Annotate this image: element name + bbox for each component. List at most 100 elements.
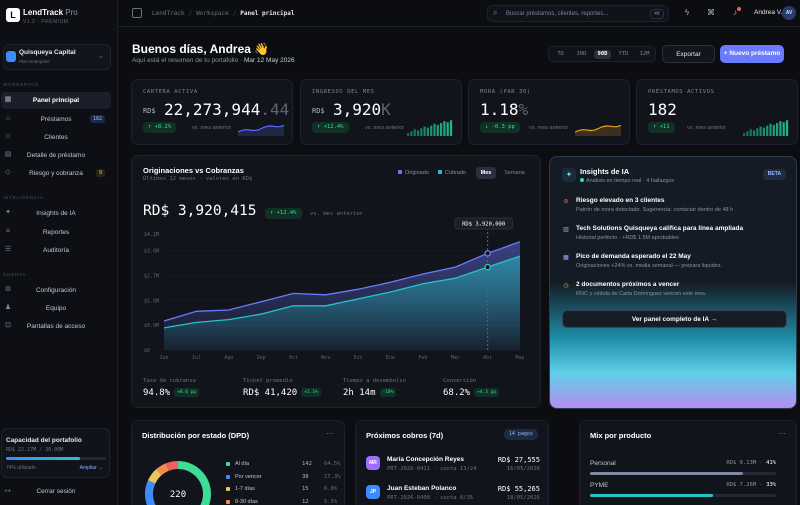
metric-delta: +4.3 pp bbox=[474, 388, 500, 397]
payment-row[interactable]: JP Juan Esteban Polanco PRT-2026-0408 · cu… bbox=[366, 482, 540, 505]
export-button[interactable]: Exportar bbox=[662, 45, 715, 63]
sidebar-item-clientes[interactable]: ☺ Clientes bbox=[1, 129, 111, 146]
insight-text: Historial perfecto · +RD$ 1.5M aprobable… bbox=[576, 235, 679, 241]
list-icon: ☰ bbox=[4, 246, 12, 253]
metric-delta: +0.6 pp bbox=[174, 388, 200, 397]
calendar-icon: ▦ bbox=[563, 255, 569, 261]
series-line-originado bbox=[163, 241, 521, 322]
sidebar-item-riesgo-y-cobranza[interactable]: ◇ Riesgo y cobranza 9 bbox=[1, 165, 111, 182]
sidebar-item-equipo[interactable]: ♟ Equipo bbox=[1, 300, 111, 317]
capacity-title: Capacidad del portafolio bbox=[6, 437, 82, 444]
mix-row: PYME RD$ 7.26M · 33% bbox=[590, 482, 776, 502]
breadcrumb-item[interactable]: Workspace bbox=[196, 10, 229, 17]
insight-item[interactable]: ▥ Tech Solutions Quisqueya califica para … bbox=[562, 224, 790, 250]
toggle-semana[interactable]: Semana bbox=[504, 170, 525, 176]
org-switcher[interactable]: Quisqueya Capital Plan Enterprise ⌄ bbox=[3, 44, 111, 70]
avatar: JP bbox=[366, 485, 380, 499]
mix-bar-fill bbox=[590, 494, 713, 497]
section-cuenta: CUENTA bbox=[3, 272, 26, 277]
sidebar-item-label: Pantallas de acceso bbox=[26, 323, 86, 330]
area-chart[interactable]: $0 $0.9M $1.8M $2.7M $3.6M $4.2M Jun Jul Ago Sep O… bbox=[132, 156, 542, 366]
payment-ref: PRT-2026-0408 · cuota 8/36 bbox=[387, 495, 474, 501]
mix-value: RD$ 9.13M · 41% bbox=[726, 460, 776, 466]
dpd-label: Al día bbox=[235, 461, 250, 467]
donut-slice bbox=[166, 461, 179, 471]
range-ytd[interactable]: YTD bbox=[618, 51, 629, 57]
series-area-cobrado bbox=[164, 256, 520, 350]
originations-chart-card: Originaciones vs Cobranzas Últimos 12 me… bbox=[131, 155, 541, 408]
x-tick-label: Mar bbox=[451, 355, 460, 361]
kpi-compare: vs. mes anterior bbox=[687, 125, 727, 131]
sidebar-item-pantallas-de-acceso[interactable]: ⊡ Pantallas de acceso bbox=[1, 318, 111, 335]
sidebar-item-configuraci-n[interactable]: ⚙ Configuración bbox=[1, 282, 111, 299]
sidebar-item-insights-de-ia[interactable]: ✦ Insights de IA bbox=[1, 205, 111, 222]
insight-item[interactable]: ◷ 2 documentos próximos a vencer RNC y céd… bbox=[562, 280, 790, 306]
tooltip bbox=[454, 217, 514, 230]
donut-total: 220 bbox=[170, 490, 186, 500]
user-avatar[interactable]: AV bbox=[782, 6, 796, 20]
y-tick-label: $0 bbox=[144, 348, 150, 354]
sidebar-item-detalle-de-pr-stamo[interactable]: ▤ Detalle de préstamo bbox=[1, 147, 111, 164]
ai-insights-panel: ✦ Insights de IA Análisis en tiempo real… bbox=[549, 156, 797, 409]
sidebar-item-reportes[interactable]: ⌗ Reportes bbox=[1, 224, 111, 241]
kpi-currency: RD$ bbox=[312, 107, 325, 115]
sidebar-item-auditor-a[interactable]: ☰ Auditoría bbox=[1, 242, 111, 259]
mix-bar-fill bbox=[590, 472, 743, 475]
bolt-icon[interactable]: ϟ bbox=[684, 8, 690, 17]
payment-row[interactable]: MR María Concepción Reyes PRT-2026-0411 · … bbox=[366, 453, 540, 481]
sidebar: L LendTrack Pro V1.2 · PREMIUM Quisqueya… bbox=[0, 0, 118, 505]
legend-swatch bbox=[226, 474, 230, 479]
range-7d[interactable]: 7D bbox=[557, 51, 564, 57]
payment-ref: PRT-2026-0411 · cuota 13/24 bbox=[387, 466, 477, 472]
page-title: Buenos días, Andrea 👋 bbox=[132, 42, 270, 56]
insight-text: Patrón de mora detectado. Sugerencia: co… bbox=[576, 207, 734, 213]
x-tick-label: Oct bbox=[289, 355, 298, 361]
mix-label: PYME bbox=[590, 482, 609, 489]
product-mix-card: Mix por producto ··· Personal RD$ 9.13M ·… bbox=[579, 420, 797, 505]
breadcrumb-item[interactable]: LendTrack bbox=[152, 10, 185, 17]
chart-total: RD$ 3,920,415 bbox=[143, 203, 257, 219]
kpi-delta: ↑ +12.4% bbox=[312, 122, 349, 133]
kpi-card[interactable]: CARTERA ACTIVA RD$ 22,273,944.44 ↑ +8.2% vs.… bbox=[131, 79, 293, 145]
dpd-pct: 64.5% bbox=[324, 461, 341, 467]
org-avatar-icon bbox=[6, 51, 16, 62]
range-90d[interactable]: 90D bbox=[594, 50, 611, 59]
legend-swatch bbox=[226, 487, 230, 491]
x-tick-label: Ago bbox=[224, 355, 233, 361]
logout-button[interactable]: ↦ Cerrar sesión bbox=[1, 486, 111, 500]
view-ai-panel-button[interactable]: Ver panel completo de IA → bbox=[562, 310, 787, 328]
dpd-count: 142 bbox=[302, 461, 312, 467]
expand-capacity-link[interactable]: Ampliar → bbox=[79, 465, 103, 471]
range-30d[interactable]: 30D bbox=[576, 51, 587, 57]
metric-label: Tasa de cobranza bbox=[143, 378, 196, 384]
insight-item[interactable]: ▦ Pico de demanda esperado el 22 May Origi… bbox=[562, 252, 790, 278]
kpi-sparkline bbox=[238, 124, 284, 136]
kpi-card[interactable]: PRÉSTAMOS ACTIVOS 182 ↑ +11 vs. mes anterio… bbox=[636, 79, 798, 145]
sidebar-item-pr-stamos[interactable]: ⌂ Préstamos 182 bbox=[1, 111, 111, 128]
chart-metric: Tiempo a desembolso 2h 14m -18% bbox=[343, 378, 443, 398]
brand-version: V1.2 · PREMIUM bbox=[23, 19, 69, 25]
kpi-card[interactable]: MORA (PAR 30) 1.18% ↓ -0.3 pp vs. mes anter… bbox=[468, 79, 630, 145]
more-icon[interactable]: ··· bbox=[326, 429, 334, 438]
payment-client: Juan Esteban Polanco bbox=[387, 485, 457, 492]
more-icon[interactable]: ··· bbox=[778, 429, 786, 438]
search-input[interactable]: ⌕ Buscar préstamos, clientes, reportes..… bbox=[487, 5, 669, 22]
range-12m[interactable]: 12M bbox=[639, 51, 650, 57]
kpi-card[interactable]: INGRESOS DEL MES RD$ 3,920K ↑ +12.4% vs. mes… bbox=[300, 79, 462, 145]
shield-icon: ◇ bbox=[5, 169, 11, 176]
user-name[interactable]: Andrea V. bbox=[754, 9, 783, 16]
kpi-label: MORA (PAR 30) bbox=[480, 89, 531, 95]
notification-dot bbox=[737, 7, 741, 11]
donut-slice bbox=[156, 463, 170, 476]
chart-title: Originaciones vs Cobranzas bbox=[143, 166, 244, 175]
capacity-bar bbox=[6, 457, 106, 460]
sidebar-item-panel-principal[interactable]: ▦ Panel principal bbox=[1, 92, 111, 109]
grid-icon: ▦ bbox=[4, 96, 12, 103]
sidebar-item-label: Equipo bbox=[45, 305, 67, 312]
toggle-mes[interactable]: Mes bbox=[476, 167, 496, 179]
sidebar-toggle-icon[interactable] bbox=[132, 8, 142, 18]
new-loan-button[interactable]: + Nuevo préstamo bbox=[720, 45, 784, 63]
command-icon[interactable]: ⌘ bbox=[707, 8, 715, 17]
bell-icon[interactable]: ♪ bbox=[729, 7, 741, 19]
insight-item[interactable]: ⊘ Riesgo elevado en 3 clientes Patrón de m… bbox=[562, 196, 790, 222]
